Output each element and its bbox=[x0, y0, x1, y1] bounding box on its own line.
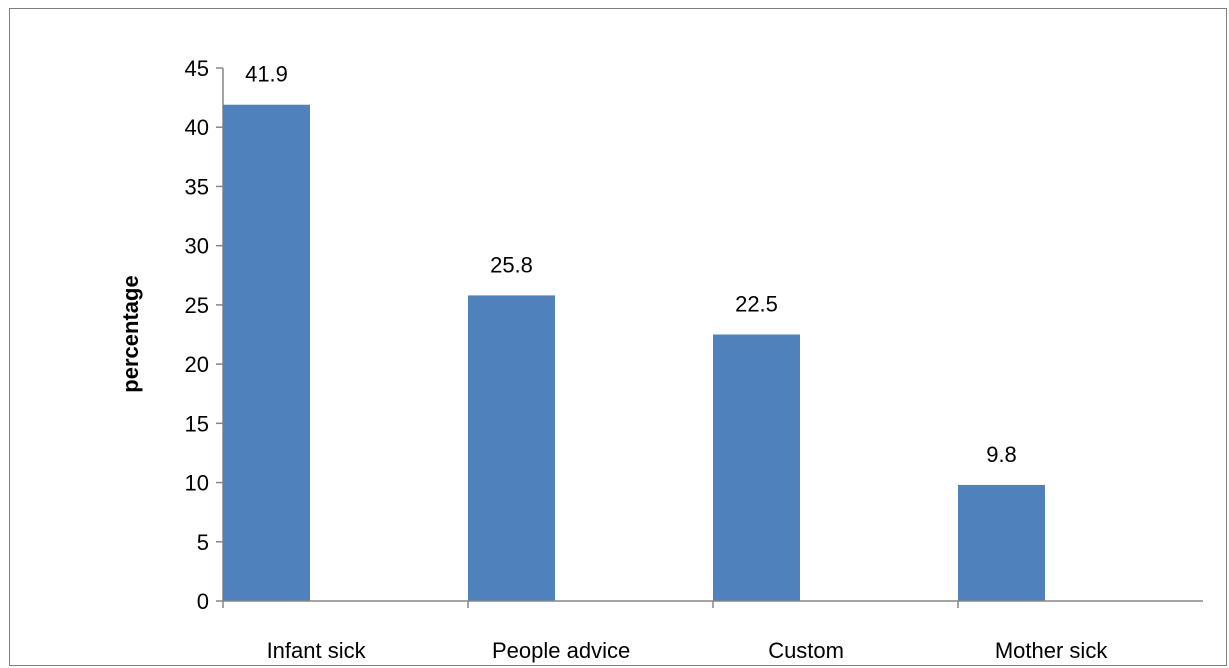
category-label-1: Infant sick bbox=[267, 638, 367, 663]
y-tick-label: 10 bbox=[185, 471, 209, 496]
y-tick-label: 15 bbox=[185, 411, 209, 436]
data-label-2: 25.8 bbox=[490, 252, 533, 277]
y-tick-label: 25 bbox=[185, 293, 209, 318]
bar-2 bbox=[468, 295, 555, 601]
data-labels: 41.9 25.8 22.5 9.8 bbox=[245, 62, 1017, 467]
category-label-2: People advice bbox=[492, 638, 630, 663]
y-tick-label: 30 bbox=[185, 234, 209, 259]
y-tick-label: 45 bbox=[185, 56, 209, 81]
y-tick-label: 5 bbox=[197, 530, 209, 555]
y-tick-label: 40 bbox=[185, 115, 209, 140]
data-label-4: 9.8 bbox=[986, 442, 1017, 467]
bars bbox=[223, 104, 1045, 602]
y-tick-label: 35 bbox=[185, 174, 209, 199]
y-tick-label: 0 bbox=[197, 589, 209, 614]
bar-4 bbox=[958, 484, 1045, 601]
data-label-3: 22.5 bbox=[735, 292, 778, 317]
y-tick-label: 20 bbox=[185, 352, 209, 377]
data-label-1: 41.9 bbox=[245, 62, 288, 87]
bar-1 bbox=[223, 104, 310, 602]
y-axis-title: percentage bbox=[118, 275, 143, 392]
x-axis: Infant sick People advice Custom Mother sic… bbox=[222, 600, 1203, 663]
category-label-3: Custom bbox=[768, 638, 844, 663]
category-label-4: Mother sick bbox=[995, 638, 1108, 663]
bar-3 bbox=[713, 334, 800, 601]
y-axis: 0 5 10 15 20 25 30 35 40 45 bbox=[185, 56, 224, 614]
